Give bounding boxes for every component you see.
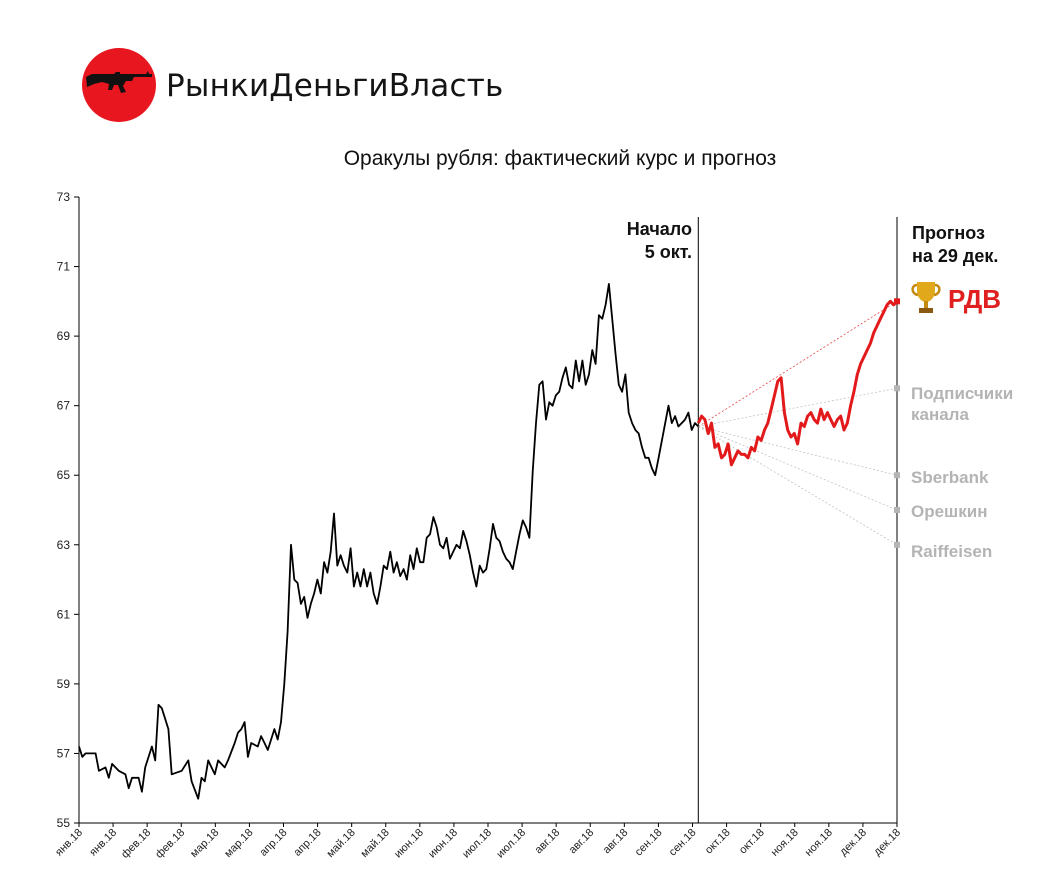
forecast-label-raiffeisen: Raiffeisen [911, 542, 993, 561]
start-annotation-line2: 5 окт. [644, 242, 692, 262]
y-tick-label: 65 [57, 468, 71, 482]
x-tick-label: авг.18 [601, 827, 631, 857]
start-annotation-line1: Начало [626, 219, 692, 239]
y-tick-label: 59 [57, 677, 71, 691]
x-tick-label: мар.18 [222, 827, 255, 860]
chart-lines [78, 282, 899, 800]
forecast-annotation-line2: на 29 дек. [912, 246, 999, 266]
forecast-marker [894, 541, 900, 548]
x-tick-label: сен.18 [633, 827, 665, 859]
forecast-label-subscribers-line1: Подписчики [911, 384, 1014, 403]
x-tick-label: фев.18 [153, 827, 187, 861]
x-tick-label: янв.18 [53, 827, 85, 859]
x-tick-label: мар.18 [188, 827, 221, 860]
x-tick-label: июл.18 [460, 827, 494, 861]
x-tick-labels: янв.18 янв.18 фев.18 фев.18 мар.18 мар.18 апр.… [53, 823, 903, 861]
x-tick-label: янв.18 [87, 827, 119, 859]
x-tick-label: авг.18 [567, 827, 597, 857]
y-tick-label: 55 [57, 816, 71, 830]
x-tick-label: май.18 [359, 827, 392, 860]
x-tick-label: апр.18 [292, 827, 324, 859]
forecast-label-subscribers: Подписчики канала [911, 383, 1013, 425]
forecast-label-sberbank: Sberbank [911, 468, 989, 487]
forecast-connector [698, 387, 898, 427]
x-tick-label: дек.18 [872, 827, 904, 859]
chart-axes: 55 57 59 61 63 65 67 69 71 73 [57, 190, 898, 830]
x-tick-label: дек.18 [837, 827, 869, 859]
x-tick-label: сен.18 [667, 827, 699, 859]
x-tick-label: окт.18 [737, 827, 767, 857]
x-tick-label: авг.18 [533, 827, 563, 857]
trophy-icon [909, 280, 943, 321]
forecast-connector [698, 426, 898, 546]
x-tick-label: июн.18 [392, 827, 426, 861]
actual-rate-line [78, 282, 699, 800]
forecast-connectors [698, 298, 900, 548]
forecast-label-oreshkin: Орешкин [911, 502, 988, 521]
x-tick-label: ноя.18 [769, 827, 801, 859]
y-tick-label: 69 [57, 329, 71, 343]
x-tick-label: апр.18 [257, 827, 289, 859]
forecast-label-rdv: РДВ [948, 284, 1002, 314]
logo [82, 48, 156, 122]
y-tick-label: 67 [57, 399, 71, 413]
y-tick-label: 61 [57, 607, 71, 621]
forecast-annotation: Прогноз на 29 дек. [912, 222, 998, 268]
forecast-marker [894, 385, 900, 392]
x-tick-label: июл.18 [494, 827, 528, 861]
x-tick-label: ноя.18 [803, 827, 835, 859]
kalashnikov-rifle-icon [86, 71, 152, 93]
y-tick-label: 71 [57, 260, 71, 274]
x-tick-label: май.18 [324, 827, 357, 860]
x-tick-label: июн.18 [426, 827, 460, 861]
start-annotation: Начало 5 окт. [606, 218, 692, 264]
forecast-connector [698, 300, 898, 427]
x-tick-label: фев.18 [119, 827, 153, 861]
y-tick-label: 73 [57, 190, 71, 204]
y-tick-label: 57 [57, 746, 71, 760]
forecast-annotation-line1: Прогноз [912, 223, 986, 243]
forecast-marker [894, 507, 900, 513]
x-tick-label: окт.18 [703, 827, 733, 857]
y-tick-label: 63 [57, 538, 71, 552]
forecast-label-subscribers-line2: канала [911, 405, 969, 424]
rdv-forecast-line [696, 299, 899, 467]
chart-title: Оракулы рубля: фактический курс и прогно… [343, 147, 777, 170]
forecast-marker [894, 472, 900, 479]
brand-name: РынкиДеньгиВласть [166, 68, 504, 104]
